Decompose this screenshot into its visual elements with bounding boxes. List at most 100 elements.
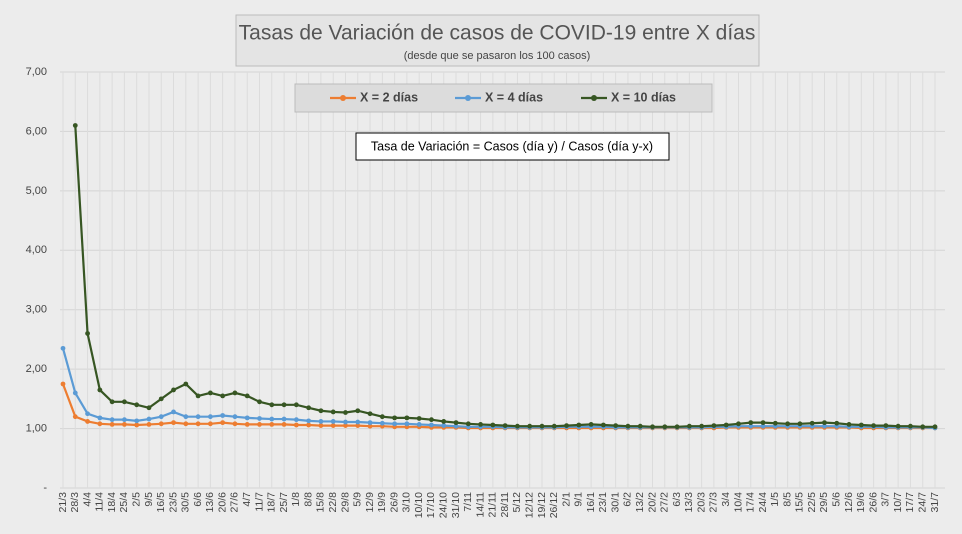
y-tick-label: 4,00	[26, 244, 47, 256]
x-tick-label: 10/4	[732, 492, 744, 513]
data-point	[60, 381, 66, 387]
data-point	[699, 423, 705, 429]
x-tick-label: 27/3	[708, 492, 720, 513]
data-point	[429, 422, 434, 428]
data-point	[257, 422, 262, 427]
data-point	[171, 420, 176, 426]
x-tick-label: 20/6	[216, 492, 228, 513]
x-tick-label: 9/1	[573, 492, 585, 507]
data-point	[453, 420, 459, 426]
y-tick-label: 6,00	[26, 125, 47, 137]
data-point	[134, 418, 140, 424]
x-tick-label: 25/4	[118, 492, 130, 513]
data-point	[257, 399, 262, 405]
data-point	[220, 413, 226, 418]
y-tick-label: 3,00	[26, 304, 47, 316]
y-tick-label: 2,00	[26, 363, 47, 375]
x-tick-label: 24/7	[916, 492, 928, 513]
data-point	[183, 414, 189, 420]
x-tick-label: 24/10	[438, 492, 450, 518]
x-tick-label: 12/6	[843, 492, 855, 513]
x-tick-label: 30/1	[609, 492, 621, 513]
x-tick-label: 21/11	[487, 492, 499, 518]
x-tick-label: 24/4	[757, 492, 769, 513]
data-point	[306, 405, 312, 411]
data-point	[453, 423, 459, 429]
data-point	[367, 420, 373, 426]
legend-marker	[465, 95, 471, 101]
data-point	[195, 393, 201, 399]
x-tick-label: 8/8	[302, 492, 314, 507]
data-point	[637, 423, 643, 429]
data-point	[269, 402, 275, 408]
data-point	[134, 402, 140, 408]
x-tick-label: 25/7	[278, 492, 290, 513]
data-point	[551, 423, 557, 429]
x-tick-label: 19/12	[536, 492, 548, 518]
x-tick-label: 28/3	[69, 492, 81, 513]
data-point	[723, 422, 729, 428]
legend-label: X = 4 días	[485, 90, 543, 104]
x-tick-label: 20/2	[646, 492, 658, 513]
data-point	[490, 422, 496, 428]
data-point	[686, 423, 692, 429]
data-point	[662, 424, 668, 430]
data-point	[232, 390, 238, 396]
data-point	[232, 414, 238, 420]
data-point	[760, 420, 766, 426]
data-point	[244, 415, 250, 421]
x-tick-label: 12/9	[364, 492, 376, 513]
x-tick-label: 20/3	[695, 492, 707, 513]
data-point	[318, 408, 324, 414]
data-point	[183, 381, 189, 387]
x-tick-label: 13/6	[204, 492, 216, 513]
data-point	[122, 417, 127, 423]
data-point	[392, 415, 398, 421]
data-point	[220, 393, 226, 399]
x-tick-label: 23/5	[167, 492, 179, 513]
data-point	[171, 409, 176, 415]
x-tick-label: 13/2	[634, 492, 646, 513]
x-tick-label: 30/5	[180, 492, 192, 513]
data-point	[183, 421, 189, 427]
x-tick-label: 17/4	[745, 492, 757, 513]
title-box	[235, 14, 760, 67]
x-tick-label: 6/6	[192, 492, 204, 507]
data-point	[858, 422, 864, 428]
x-tick-label: 15/5	[794, 492, 806, 513]
x-tick-label: 4/7	[241, 492, 253, 507]
data-point	[146, 422, 152, 427]
data-point	[736, 421, 741, 427]
x-tick-label: 11/4	[94, 492, 106, 512]
data-point	[257, 416, 262, 421]
x-tick-label: 18/7	[266, 492, 278, 513]
data-point	[281, 402, 287, 408]
data-point	[293, 422, 299, 428]
data-point	[822, 420, 827, 426]
data-point	[207, 390, 213, 396]
y-tick-label: 7,00	[26, 66, 47, 78]
x-tick-label: 3/10	[401, 492, 413, 513]
data-point	[85, 331, 90, 336]
data-point	[72, 123, 78, 128]
data-point	[392, 421, 398, 427]
x-tick-label: 23/1	[597, 492, 609, 513]
data-point	[809, 420, 815, 426]
data-point	[895, 423, 901, 429]
y-tick-label: 5,00	[26, 185, 47, 197]
x-tick-label: 14/11	[474, 492, 486, 518]
data-point	[171, 387, 176, 393]
legend-marker	[591, 95, 597, 101]
data-point	[404, 421, 410, 427]
data-point	[330, 423, 336, 428]
data-point	[269, 416, 275, 422]
x-tick-label: 26/9	[388, 492, 400, 513]
x-tick-label: 10/7	[892, 492, 904, 513]
y-tick-label: -	[43, 482, 47, 494]
data-point	[834, 420, 840, 426]
data-point	[232, 421, 238, 427]
x-tick-label: 22/5	[806, 492, 818, 513]
data-point	[220, 420, 226, 426]
x-tick-label: 13/3	[683, 492, 695, 513]
data-point	[416, 422, 422, 427]
